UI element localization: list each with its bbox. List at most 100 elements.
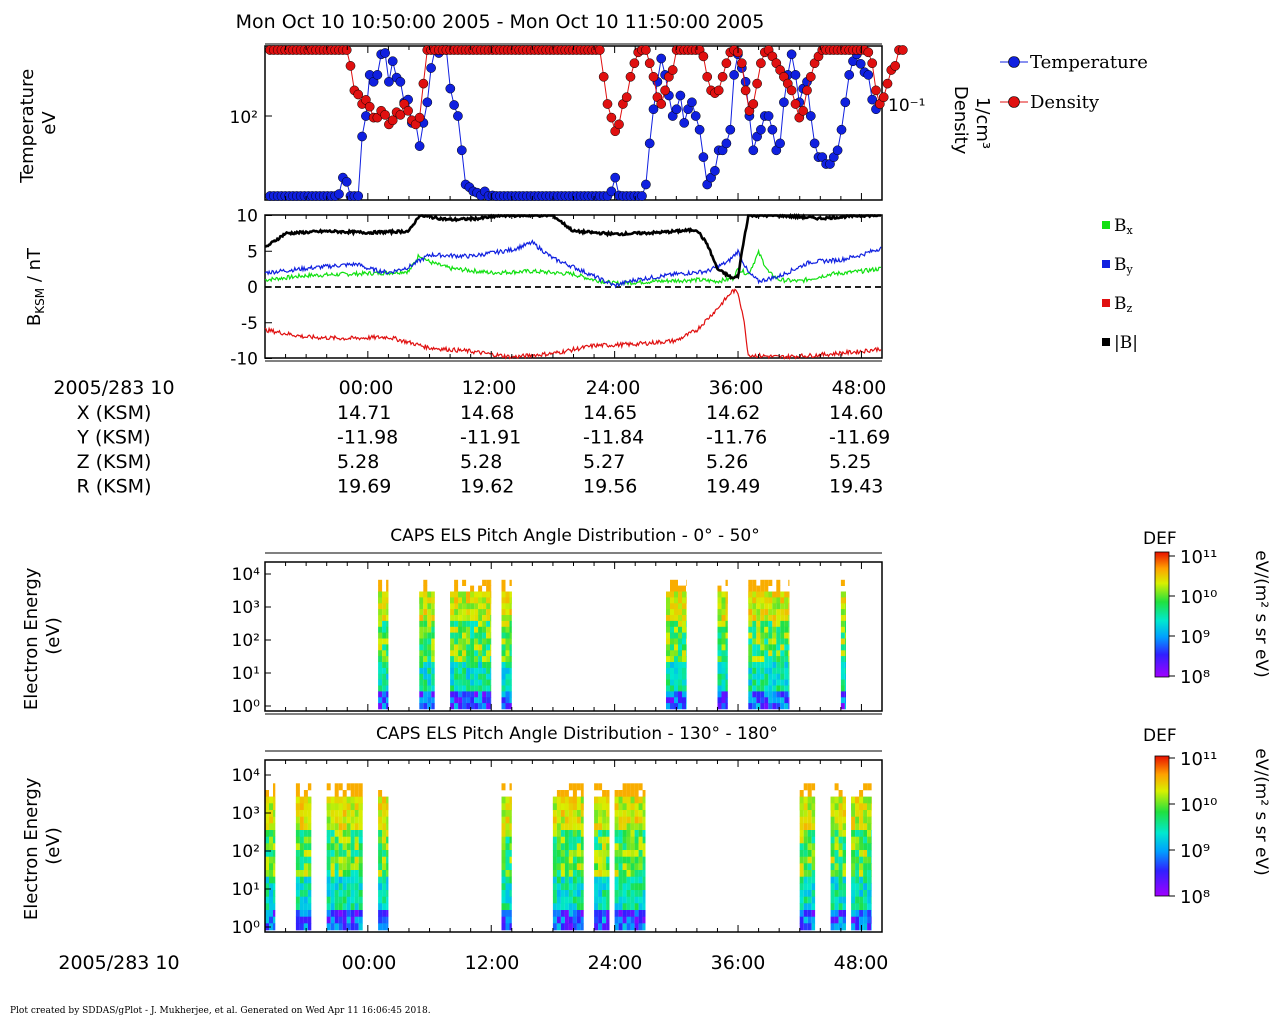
heatmap-cell	[602, 903, 607, 911]
heatmap-cell	[614, 856, 619, 864]
heatmap-cell	[840, 603, 845, 610]
heatmap-cell	[462, 632, 467, 639]
heatmap-cell	[776, 597, 781, 604]
heatmap-cell	[772, 615, 777, 622]
density-axis-label: Density 1/cm³	[950, 86, 993, 160]
heatmap-cell	[834, 816, 839, 824]
heatmap-cell	[756, 620, 761, 628]
heatmap-cell	[334, 830, 339, 837]
temperature-point	[414, 141, 425, 151]
heatmap-cell	[725, 626, 728, 633]
heatmap-cell	[799, 796, 804, 804]
heatmap-cell	[431, 644, 435, 651]
heatmap-cell	[358, 783, 363, 791]
heatmap-cell	[269, 796, 273, 804]
heatmap-cell	[840, 662, 845, 669]
heatmap-cell	[834, 810, 839, 817]
heatmap-cell	[378, 796, 383, 804]
heatmap-cell	[378, 615, 383, 622]
heatmap-cell	[756, 591, 761, 598]
heatmap-cell	[354, 856, 359, 864]
heatmap-cell	[840, 626, 845, 633]
heatmap-cell	[378, 903, 383, 911]
heatmap-cell	[851, 836, 856, 844]
heatmap-cell	[764, 667, 769, 675]
heatmap-cell	[580, 830, 584, 837]
heatmap-cell	[509, 703, 512, 710]
heatmap-cell	[307, 823, 312, 831]
heatmap-cell	[423, 638, 428, 645]
heatmap-cell	[450, 667, 455, 675]
heatmap-cell	[501, 923, 506, 931]
temperature-point	[756, 124, 766, 135]
colorbar-tick-label: 10¹⁰	[1180, 795, 1217, 816]
heatmap-cell	[470, 615, 475, 622]
heatmap-cell	[295, 803, 300, 811]
heatmap-cell	[458, 615, 463, 622]
heatmap-cell	[721, 609, 726, 616]
heatmap-cell	[427, 679, 432, 686]
ephem-value: 14.71	[337, 402, 391, 424]
heatmap-cell	[803, 896, 808, 904]
heatmap-cell	[859, 863, 864, 871]
heatmap-cell	[838, 916, 843, 924]
heatmap-cell	[354, 863, 359, 871]
heatmap-cell	[386, 890, 389, 897]
heatmap-cell	[752, 685, 757, 692]
heatmap-cell	[780, 620, 785, 628]
heatmap-cell	[686, 703, 687, 710]
heatmap-cell	[378, 679, 383, 686]
heatmap-cell	[686, 644, 687, 651]
heatmap-cell	[342, 843, 347, 851]
heatmap-cell	[509, 863, 512, 871]
heatmap-cell	[431, 679, 435, 686]
heatmap-cell	[482, 579, 487, 586]
heatmap-cell	[772, 591, 777, 598]
heatmap-cell	[490, 638, 492, 645]
heatmap-cell	[752, 679, 757, 686]
heatmap-cell	[572, 816, 577, 824]
heatmap-cell	[721, 626, 726, 633]
heatmap-cell	[560, 790, 565, 797]
heatmap-cell	[614, 816, 619, 824]
heatmap-cell	[838, 836, 843, 844]
heatmap-cell	[572, 890, 577, 897]
heatmap-cell	[474, 679, 479, 686]
heatmap-cell	[638, 836, 643, 844]
heatmap-cell	[844, 591, 846, 598]
heatmap-cell	[776, 615, 781, 622]
heatmap-cell	[598, 823, 603, 831]
heatmap-cell	[634, 856, 639, 864]
heatmap-cell	[748, 615, 753, 622]
heatmap-cell	[378, 591, 383, 598]
heatmap-cell	[602, 883, 607, 891]
heatmap-cell	[427, 620, 432, 628]
density-point	[867, 58, 878, 69]
heatmap-cell	[626, 823, 631, 831]
heatmap-cell	[614, 863, 619, 871]
heatmap-cell	[427, 591, 432, 598]
heatmap-cell	[752, 609, 757, 616]
density-point	[756, 58, 766, 69]
heatmap-cell	[784, 703, 789, 710]
heatmap-cell	[427, 667, 432, 675]
heatmap-cell	[505, 644, 510, 651]
heatmap-cell	[638, 903, 643, 911]
density-point	[414, 112, 425, 123]
heatmap-cell	[863, 903, 868, 911]
heatmap-cell	[748, 679, 753, 686]
heatmap-cell	[682, 632, 686, 639]
heatmap-cell	[725, 615, 728, 622]
heatmap-cell	[564, 790, 569, 797]
density-point	[890, 61, 901, 71]
heatmap-cell	[598, 856, 603, 864]
heatmap-cell	[851, 923, 856, 931]
heatmap-cell	[760, 685, 765, 692]
colorbar-tick-label: 10¹¹	[1180, 547, 1217, 568]
heatmap-cell	[784, 691, 789, 698]
heatmap-cell	[784, 638, 789, 645]
heatmap-cell	[780, 603, 785, 610]
heatmap-cell	[851, 863, 856, 871]
heatmap-cell	[490, 585, 492, 592]
density-point	[790, 99, 801, 109]
